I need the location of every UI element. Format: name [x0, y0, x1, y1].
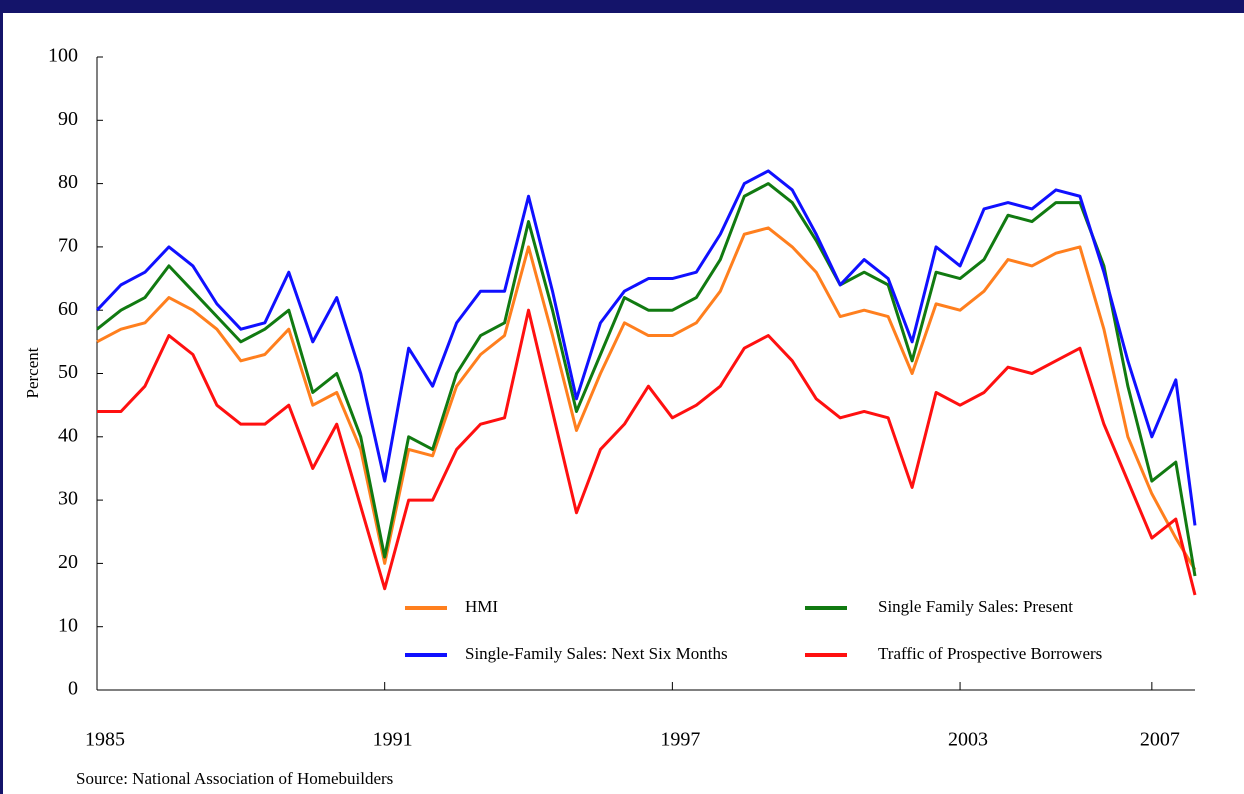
x-tick-label: 2007	[1140, 729, 1180, 751]
y-tick-label: 10	[58, 614, 78, 636]
legend-label: Single-Family Sales: Next Six Months	[465, 644, 728, 663]
y-tick-label: 70	[58, 234, 78, 256]
series-line	[96, 226, 1197, 571]
y-tick-label: 30	[58, 488, 78, 510]
y-tick-label: 40	[58, 424, 78, 446]
header-bar	[0, 0, 1244, 13]
x-tick-label: 1997	[660, 729, 700, 751]
y-tick-label: 20	[58, 551, 78, 573]
y-tick-label: 100	[48, 45, 78, 67]
source-note: Source: National Association of Homebuil…	[76, 769, 393, 788]
legend-label: Single Family Sales: Present	[878, 597, 1073, 616]
series-line	[95, 169, 1197, 526]
y-tick-label: 90	[58, 108, 78, 130]
x-tick-label: 1985	[85, 729, 125, 751]
y-tick-label: 80	[58, 171, 78, 193]
y-tick-label: 0	[68, 678, 78, 700]
x-tick-label: 2003	[948, 729, 988, 751]
legend-label: HMI	[465, 597, 498, 616]
left-border	[0, 0, 3, 794]
y-tick-label: 60	[58, 298, 78, 320]
legend-label: Traffic of Prospective Borrowers	[878, 644, 1102, 663]
series-line	[97, 308, 1197, 596]
y-axis-label: Percent	[23, 347, 42, 398]
y-tick-label: 50	[58, 361, 78, 383]
x-tick-label: 1991	[373, 729, 413, 751]
series-line	[96, 182, 1197, 577]
